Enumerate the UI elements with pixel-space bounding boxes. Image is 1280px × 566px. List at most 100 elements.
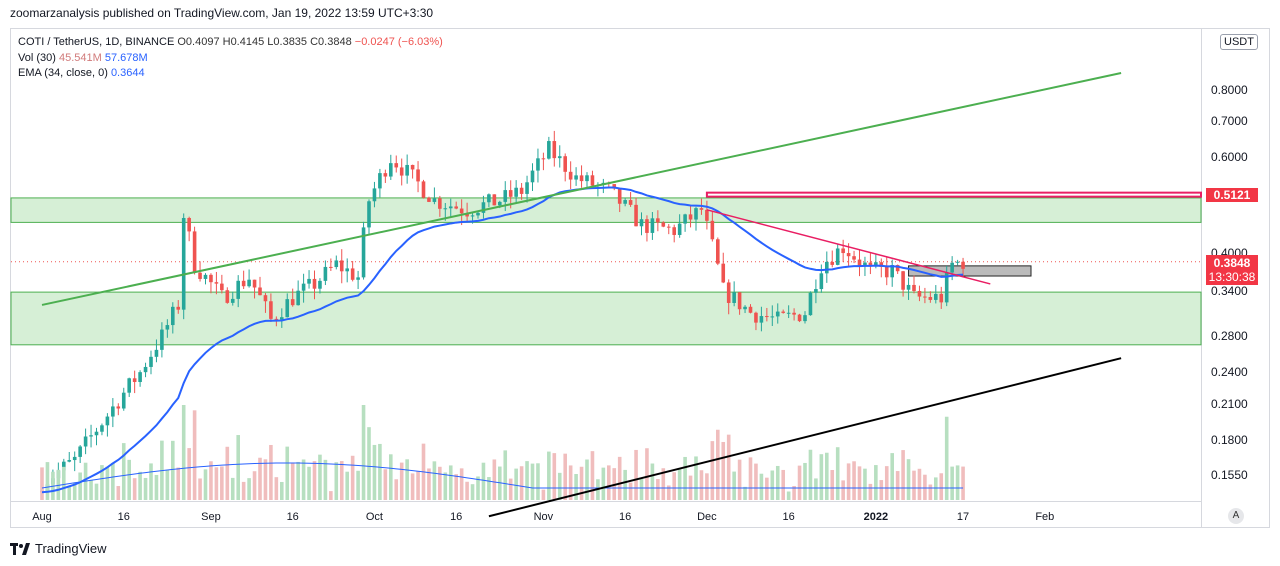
candle-body [890, 265, 894, 278]
volume-bar [906, 459, 911, 500]
volume-bar [236, 435, 240, 500]
volume-bar [819, 454, 824, 500]
tradingview-logo[interactable]: TradingView [10, 541, 107, 556]
candle-body [825, 261, 829, 274]
volume-bar [950, 466, 954, 500]
volume-bar [955, 465, 960, 500]
candle-body [552, 141, 557, 159]
candle-body [465, 213, 469, 217]
candle-body [241, 280, 246, 287]
candle-body [519, 187, 524, 194]
trendline-2 [706, 209, 991, 285]
x-tick-label: 16 [619, 511, 632, 523]
volume-bar [874, 465, 878, 500]
volume-bar [138, 471, 142, 500]
candle-body [476, 212, 480, 216]
horizontal-level-0 [705, 191, 1203, 198]
candle-body [209, 274, 213, 283]
candle-body [454, 206, 458, 209]
volume-bar [857, 466, 862, 500]
volume-bar [274, 477, 279, 500]
volume-bar [541, 489, 546, 500]
volume-bar [40, 467, 44, 500]
volume-bar [759, 473, 764, 500]
candle-body [329, 266, 333, 268]
candle-body [361, 227, 366, 278]
volume-bar [220, 466, 224, 500]
candle-body [732, 292, 736, 303]
volume-bar [176, 467, 181, 500]
candle-body [623, 200, 627, 204]
candle-body [78, 446, 82, 457]
currency-button[interactable]: USDT [1220, 34, 1258, 50]
volume-bar [476, 476, 480, 500]
volume-bar [639, 479, 644, 500]
last-price-tag: 0.3848 13:30:38 [1206, 255, 1258, 285]
symbol-label[interactable]: COTI / TetherUS, 1D, BINANCE [18, 36, 175, 48]
volume-bar [628, 482, 633, 500]
volume-bar [519, 466, 524, 500]
candle-body [334, 260, 339, 268]
volume-bar [895, 471, 900, 500]
candle-body [432, 198, 437, 202]
candle-body [187, 217, 191, 232]
candle-body [323, 266, 328, 281]
volume-bar [443, 472, 448, 500]
candle-body [372, 188, 377, 202]
candle-body [694, 208, 698, 220]
candle-body [443, 208, 448, 210]
auto-scale-button[interactable]: A [1228, 508, 1244, 524]
volume-bar [45, 462, 50, 500]
volume-bar [154, 474, 159, 500]
ema-label[interactable]: EMA (34, close, 0) [18, 67, 108, 79]
y-tick-label: 0.2400 [1211, 365, 1248, 380]
chart-pane[interactable] [10, 28, 1202, 502]
volume-bar [503, 450, 508, 500]
candle-body [950, 262, 954, 273]
candle-body [585, 175, 589, 182]
open-value: O0.4097 [177, 36, 220, 48]
y-tick-label: 0.1800 [1211, 432, 1248, 447]
candle-body [203, 274, 208, 279]
x-tick-label: 17 [956, 511, 970, 523]
candle-body [198, 272, 202, 279]
volume-bar [492, 459, 497, 500]
candle-body [89, 435, 93, 437]
volume-bar [585, 459, 589, 500]
candle-body [410, 164, 415, 170]
volume-bar [650, 463, 655, 500]
volume-bar [563, 453, 567, 500]
volume-bar [230, 477, 235, 500]
volume-bar [825, 452, 829, 500]
candle-body [149, 356, 153, 367]
candle-body [955, 261, 960, 263]
candle-body [116, 406, 121, 409]
candle-body [923, 296, 927, 298]
candle-body [819, 273, 824, 290]
volume-bar [383, 469, 388, 500]
candle-body [383, 173, 388, 177]
candle-body [470, 215, 475, 217]
x-tick-label: 16 [117, 511, 130, 523]
y-tick-label: 0.2800 [1211, 329, 1248, 344]
volume-bar [672, 472, 676, 500]
candle-body [236, 280, 240, 299]
candle-body [808, 292, 813, 316]
volume-bar [661, 468, 666, 500]
time-axis[interactable] [10, 502, 1202, 528]
volume-row: Vol (30) 45.541M 57.678M [18, 51, 443, 67]
volume-bar [214, 467, 219, 500]
candle-body [269, 301, 273, 319]
volume-bar [775, 465, 780, 500]
volume-bar [797, 465, 802, 500]
candle-body [857, 259, 862, 266]
candle-body [775, 311, 780, 317]
volume-label[interactable]: Vol (30) [18, 51, 56, 64]
volume-bar [710, 441, 715, 500]
volume-bar [62, 466, 66, 500]
volume-bar [459, 468, 464, 500]
candle-body [563, 156, 567, 172]
price-axis[interactable] [1202, 28, 1270, 528]
y-tick-label: 0.3400 [1211, 283, 1248, 298]
